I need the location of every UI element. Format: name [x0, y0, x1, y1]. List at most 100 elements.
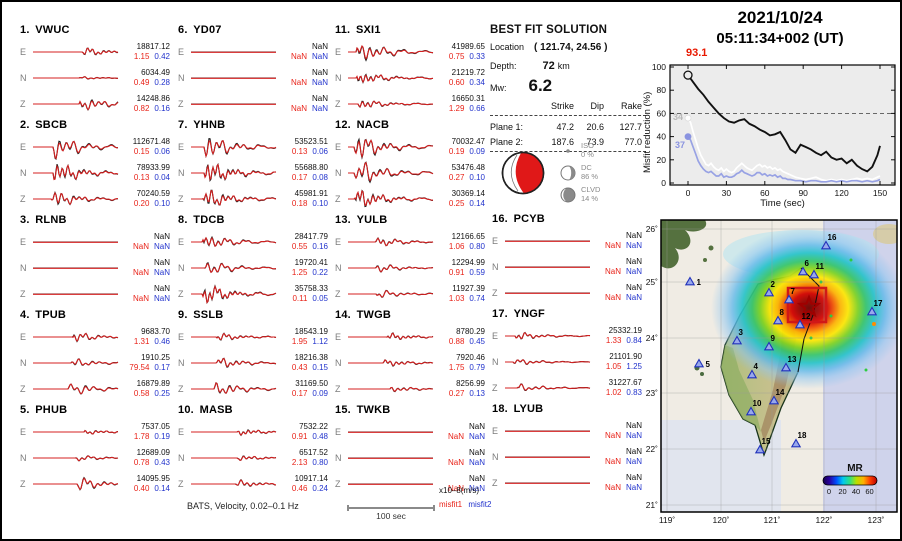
channel-values: 70240.59 0.20 0.10 [118, 189, 170, 209]
misfit1-value: 0.46 [291, 484, 308, 493]
channel-row: E 28417.79 0.55 0.16 [178, 229, 330, 255]
misfit1-value: 1.05 [605, 362, 622, 371]
station-title: 10. MASB [178, 404, 233, 416]
misfit2-value: 0.09 [312, 389, 328, 398]
waveform-trace [505, 266, 590, 268]
waveform-trace [33, 332, 119, 343]
map-station-marker: 7 [783, 287, 796, 304]
misfit1-value: NaN [604, 483, 621, 492]
amplitude-value: 31227.67 [608, 378, 642, 387]
channel-label: Z [20, 289, 26, 299]
waveform-trace [348, 386, 433, 393]
channel-label: N [335, 168, 342, 178]
channel-row: E 18817.12 1.15 0.42 [20, 39, 172, 65]
map-station-number: 1 [697, 278, 702, 287]
channel-values: 31169.50 0.17 0.09 [276, 379, 328, 399]
channel-label: E [492, 236, 499, 246]
misfit1-value: 0.17 [291, 173, 308, 182]
channel-label: Z [178, 479, 184, 489]
map-station-marker: 15 [754, 437, 771, 454]
station-title: 14. TWGB [335, 309, 391, 321]
svg-text:80: 80 [657, 85, 667, 95]
misfit2-value: 0.16 [154, 104, 170, 113]
misfit2-value: 0.25 [154, 389, 170, 398]
channel-label: Z [492, 478, 498, 488]
station-block: 3. RLNB E NaN NaN NaN N NaN NaN NaN Z NaN NaN NaN [20, 214, 172, 309]
misfit1-value: 1.33 [605, 336, 622, 345]
waveform-trace [348, 359, 434, 367]
map-station-marker: 10 [745, 399, 762, 416]
curve-best [687, 74, 881, 173]
waveform-trace [505, 430, 590, 432]
colorbar-tick: 60 [865, 487, 873, 496]
channel-label: E [20, 47, 27, 57]
channel-values: 16650.31 1.29 0.66 [433, 94, 485, 114]
amplitude-value: 14248.86 [136, 94, 170, 103]
channel-row: Z 16650.31 1.29 0.66 [335, 91, 487, 117]
map-station-number: 2 [771, 280, 776, 289]
amplitude-value: 21101.90 [609, 352, 642, 361]
misfit1-value: 1.78 [133, 432, 150, 441]
channel-label: N [492, 357, 499, 367]
misfit1-value: NaN [132, 242, 149, 251]
channel-values: 31227.67 1.02 0.83 [590, 378, 642, 398]
channel-label: E [178, 237, 185, 247]
misfit1-value: 1.31 [133, 337, 150, 346]
amplitude-value: 6034.49 [141, 68, 170, 77]
iso-label: ISO [581, 141, 594, 150]
misfit1-value: 1.29 [448, 104, 465, 113]
channel-label: N [20, 453, 27, 463]
misfit1-value: 0.55 [291, 242, 308, 251]
misfit1-value: 0.75 [448, 52, 465, 61]
waveform-trace [33, 383, 119, 395]
channel-label: Z [178, 194, 184, 204]
channel-row: N 7920.46 1.75 0.79 [335, 350, 487, 376]
lon-label: 121˚ [763, 515, 780, 525]
channel-values: NaN NaN NaN [433, 474, 485, 494]
map-station-marker: 14 [768, 388, 785, 405]
waveform-trace [191, 77, 276, 79]
misfit1-value: 0.49 [133, 78, 150, 87]
col-dip: Dip [590, 100, 604, 111]
misfit1-value: 0.58 [133, 389, 150, 398]
misfit1-value: 1.75 [448, 363, 465, 372]
station-title: 11. SXI1 [335, 24, 381, 36]
channel-row: Z 14095.95 0.40 0.14 [20, 471, 172, 497]
map-station-marker: 1 [684, 276, 702, 287]
waveform-trace [33, 163, 119, 181]
plane1-strike: 47.2 [556, 121, 574, 132]
channel-label: Z [335, 479, 341, 489]
channel-label: E [20, 237, 27, 247]
waveform-trace [505, 292, 590, 294]
misfit2-value: NaN [625, 267, 642, 276]
misfit2-value: NaN [311, 104, 328, 113]
svg-text:60: 60 [657, 108, 667, 118]
amplitude-value: 41989.65 [451, 42, 485, 51]
map-epicenter-group [786, 286, 828, 324]
alt1-start-marker [684, 114, 692, 122]
misfit1-value: 0.18 [291, 199, 308, 208]
channel-values: 112671.48 0.15 0.06 [118, 137, 170, 157]
misfit2-value: 0.48 [312, 432, 328, 441]
misfit2-value: 0.79 [469, 363, 485, 372]
map-station-marker: 5 [693, 358, 711, 369]
channel-label: N [178, 73, 185, 83]
alt1-label: 34 [673, 112, 683, 122]
misfit1-value: 0.17 [291, 389, 308, 398]
waveform-trace [191, 138, 277, 159]
waveform-trace [191, 478, 276, 487]
channel-row: N NaN NaN NaN [492, 444, 644, 470]
channel-row: N NaN NaN NaN [335, 445, 487, 471]
misfit2-value: 0.10 [154, 199, 170, 208]
plane2-rake: 77.0 [624, 136, 642, 147]
amplitude-value: NaN [153, 232, 170, 241]
channel-label: E [335, 332, 342, 342]
channel-values: 6517.52 2.13 0.80 [276, 448, 328, 468]
amplitude-value: 7920.46 [456, 353, 485, 362]
misfit1-value: NaN [447, 432, 464, 441]
channel-row: N 12294.99 0.91 0.59 [335, 255, 487, 281]
svg-text:150: 150 [873, 188, 887, 198]
channel-label: Z [178, 384, 184, 394]
misfit1-value: 0.60 [448, 78, 465, 87]
